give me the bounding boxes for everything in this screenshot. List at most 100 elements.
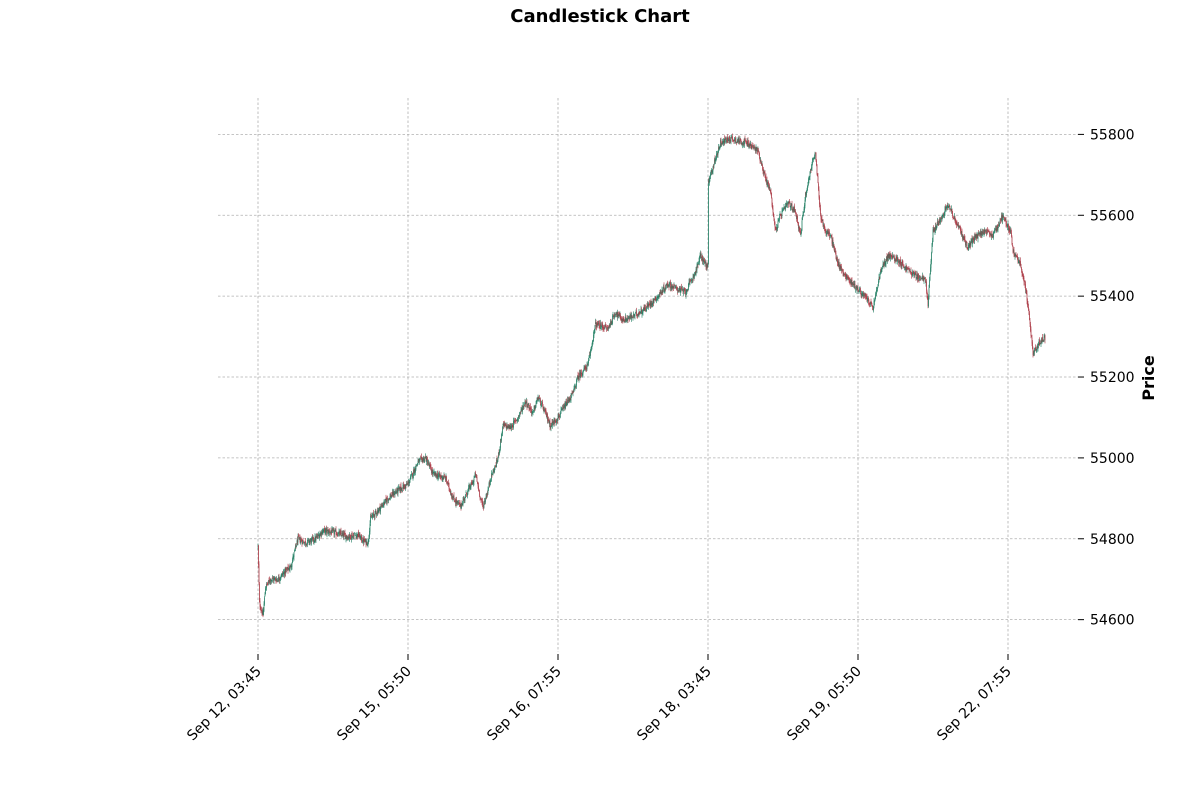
candle-body [876,287,878,292]
candle-body [1043,340,1044,342]
candle-body [757,150,758,152]
candle-body [259,584,260,602]
candle-body [1012,246,1014,253]
candle-body [505,423,506,425]
candle-body [648,303,649,307]
candle-body [571,393,572,395]
candle-body [683,290,684,293]
candle-body [722,141,723,144]
candle-body [964,236,965,240]
candle-body [1043,337,1045,342]
candle-body [549,421,551,427]
candle-body [891,254,892,258]
candle-body [355,536,357,538]
candle-body [921,278,923,279]
candle-body [605,326,607,328]
candle-body [425,456,426,458]
candle-body [314,536,316,542]
candle-body [622,318,623,322]
candle-body [930,260,932,269]
candle-body [426,457,427,462]
candle-body [940,218,942,219]
candle-body [988,230,990,232]
candle-body [697,263,698,265]
candle-body [797,222,799,224]
candle-body [624,321,626,323]
candle-body [1038,344,1039,345]
candle-body [968,245,969,251]
candle-body [805,192,806,200]
candle-body [806,190,807,196]
candle-body [646,306,648,307]
candle-body [746,141,747,143]
candle-body [1022,272,1023,276]
candle-body [764,171,765,174]
candle-body [439,475,441,477]
y-tick-label: 55000 [1090,451,1135,467]
candle-body [1025,284,1026,290]
candle-body [470,487,471,489]
candle-body [934,230,936,232]
candle-body [654,299,655,301]
candle-body [962,236,964,239]
candle-body [797,216,798,223]
candle-body [313,540,315,542]
candle-body [634,315,635,316]
candle-body [1030,329,1032,337]
candle-body [931,243,933,253]
candle-body [865,293,866,297]
candle-body [999,220,1001,224]
candle-body [603,327,604,329]
candle-body [410,476,411,479]
candle-body [641,312,643,315]
candle-body [265,587,267,590]
candle-body [709,176,711,179]
candle-body [932,241,933,245]
candle-body [567,400,569,401]
candle-body [775,226,776,230]
candle-body [608,327,609,329]
candle-body [353,535,355,538]
candle-body [574,386,575,388]
candle-body [753,146,755,148]
candle-body [736,142,737,143]
candle-body [901,261,903,267]
candle-body [997,226,999,231]
candle-body [1028,310,1030,315]
candle-body [853,284,855,286]
candle-body [898,260,900,262]
candle-body [813,157,815,159]
candle-body [533,410,534,411]
candle-body [343,533,345,538]
candle-body [754,147,756,149]
candle-body [845,275,847,280]
candle-body [675,287,676,288]
candle-body [846,274,847,279]
candle-body [456,501,458,504]
candle-body [718,146,720,150]
candle-body [457,501,458,502]
candle-body [359,534,361,540]
candle-body [596,322,598,327]
candle-body [980,232,981,236]
candle-body [381,505,382,506]
candle-body [505,424,507,427]
candle-body [407,483,409,485]
candle-body [765,177,766,179]
candle-body [404,484,405,487]
candle-body [1036,349,1037,350]
candle-body [943,214,944,216]
candle-body [830,235,831,237]
candle-body [483,506,484,508]
candle-body [320,533,322,536]
candle-body [951,208,952,211]
candle-body [741,143,742,144]
candle-body [855,286,857,288]
candle-body [966,242,968,249]
candle-body [614,313,616,316]
candle-body [803,208,805,213]
candle-body [749,144,751,146]
candle-body [652,299,654,304]
candle-body [616,313,617,315]
candle-body [288,568,289,570]
